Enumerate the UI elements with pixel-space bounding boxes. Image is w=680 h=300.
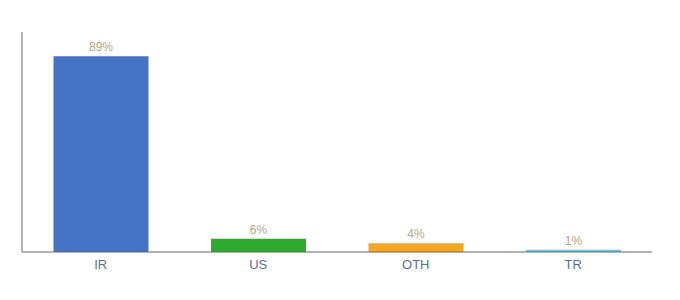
svg-text:IR: IR: [94, 257, 107, 272]
svg-text:TR: TR: [565, 257, 582, 272]
svg-text:1%: 1%: [565, 234, 583, 248]
svg-text:6%: 6%: [250, 223, 268, 237]
svg-text:4%: 4%: [407, 227, 425, 241]
svg-text:US: US: [249, 257, 267, 272]
svg-text:OTH: OTH: [402, 257, 429, 272]
svg-text:89%: 89%: [89, 40, 113, 54]
